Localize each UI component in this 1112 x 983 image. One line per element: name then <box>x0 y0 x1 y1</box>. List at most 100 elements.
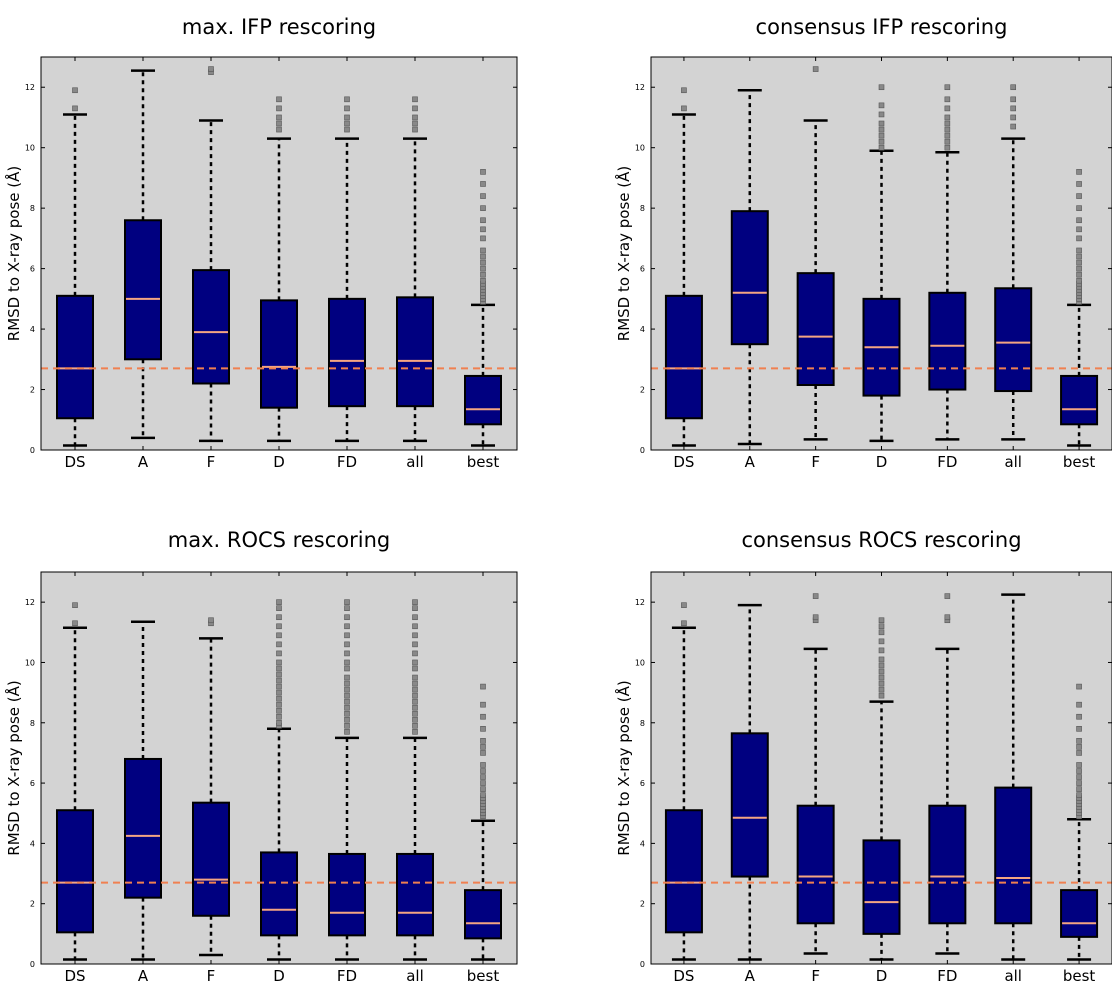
outlier-point <box>480 701 486 708</box>
outlier-point <box>480 738 486 744</box>
iqr-box <box>1060 374 1099 426</box>
box-best <box>1060 683 1099 961</box>
outlier-point <box>480 277 486 284</box>
iqr-box <box>260 851 298 937</box>
outlier-point <box>812 593 819 599</box>
box-DS <box>664 602 703 961</box>
outlier-point <box>480 217 486 224</box>
y-tick-label: 6 <box>640 779 645 788</box>
x-tick-label: DS <box>64 453 85 471</box>
outlier-point <box>344 120 350 127</box>
outlier-point <box>412 96 418 103</box>
y-axis-label: RMSD to X-ray pose (Å) <box>4 166 23 341</box>
outlier-point <box>681 87 687 94</box>
outlier-point <box>1076 744 1082 750</box>
outlier-point <box>878 138 885 145</box>
outlier-point <box>412 599 418 605</box>
iqr-box <box>396 296 434 408</box>
y-tick-label: 8 <box>30 719 35 728</box>
iqr-box <box>796 272 835 387</box>
outlier-point <box>1076 265 1082 272</box>
outlier-point <box>72 602 78 608</box>
outlier-point <box>344 96 350 103</box>
y-tick-label: 0 <box>30 960 35 969</box>
outlier-point <box>412 722 418 729</box>
outlier-point <box>344 686 350 693</box>
outlier-point <box>681 620 687 627</box>
outlier-point <box>344 126 350 133</box>
x-tick-label: all <box>406 453 424 471</box>
outlier-point <box>944 132 951 139</box>
box-DS <box>56 87 94 447</box>
outlier-point <box>344 665 350 672</box>
outlier-point <box>412 698 418 705</box>
iqr-box <box>396 852 434 937</box>
outlier-point <box>1076 792 1082 798</box>
y-tick-label: 12 <box>635 598 645 607</box>
x-tick-label: best <box>1063 453 1096 471</box>
iqr-box <box>862 839 901 935</box>
iqr-box <box>124 757 162 899</box>
box-D <box>862 617 901 961</box>
x-tick-label: A <box>138 453 149 471</box>
outlier-point <box>344 674 350 681</box>
x-tick-label: A <box>745 967 756 983</box>
outlier-point <box>1076 683 1082 690</box>
y-tick-label: 8 <box>30 204 35 213</box>
outlier-point <box>72 105 78 112</box>
outlier-point <box>208 617 214 624</box>
outlier-point <box>412 686 418 693</box>
outlier-point <box>944 105 951 112</box>
outlier-point <box>1076 768 1082 774</box>
outlier-point <box>878 662 885 669</box>
outlier-point <box>208 66 214 72</box>
outlier-point <box>344 650 350 657</box>
outlier-point <box>344 659 350 666</box>
outlier-point <box>480 226 486 233</box>
y-tick-label: 2 <box>640 900 645 909</box>
outlier-point <box>1076 181 1082 187</box>
iqr-box <box>124 219 162 361</box>
y-tick-label: 6 <box>30 265 35 274</box>
outlier-point <box>276 623 282 630</box>
outlier-point <box>344 729 350 735</box>
outlier-point <box>944 614 951 621</box>
outlier-point <box>1076 217 1082 224</box>
box-A <box>730 603 769 961</box>
x-tick-label: all <box>1004 453 1022 471</box>
box-DS <box>664 87 703 447</box>
outlier-point <box>480 774 486 780</box>
outlier-point <box>878 686 885 693</box>
outlier-point <box>878 111 885 118</box>
outlier-point <box>1076 259 1082 266</box>
outlier-point <box>276 671 282 678</box>
outlier-point <box>1076 169 1082 175</box>
outlier-point <box>276 614 282 621</box>
outlier-point <box>1076 762 1082 768</box>
box-F <box>192 617 230 957</box>
outlier-point <box>276 114 282 121</box>
x-tick-label: D <box>876 967 888 983</box>
iqr-box <box>994 287 1033 393</box>
outlier-point <box>878 126 885 133</box>
outlier-point <box>1076 277 1082 284</box>
x-tick-label: DS <box>64 967 85 983</box>
iqr-box <box>56 809 94 934</box>
outlier-point <box>480 744 486 750</box>
outlier-point <box>1010 123 1017 130</box>
chart-title: max. ROCS rescoring <box>168 528 390 552</box>
x-tick-label: all <box>406 967 424 983</box>
outlier-point <box>480 265 486 272</box>
outlier-point <box>276 599 282 605</box>
outlier-point <box>944 126 951 133</box>
outlier-point <box>812 614 819 621</box>
outlier-point <box>276 632 282 639</box>
iqr-box <box>994 786 1033 925</box>
outlier-point <box>412 114 418 121</box>
outlier-point <box>412 704 418 711</box>
x-tick-label: A <box>138 967 149 983</box>
box-A <box>730 89 769 446</box>
outlier-point <box>878 144 885 151</box>
outlier-point <box>1076 271 1082 278</box>
y-tick-label: 4 <box>30 839 35 848</box>
